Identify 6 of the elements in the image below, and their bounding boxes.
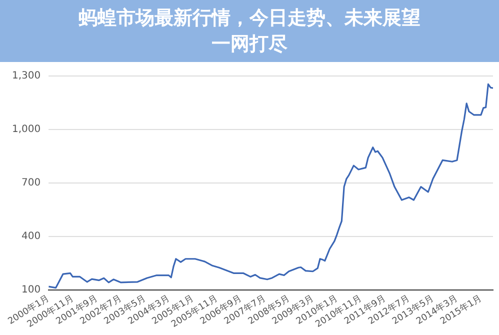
chart-title: 蚂蝗市场最新行情，今日走势、未来展望一网打尽 [0,0,499,62]
y-tick-label: 400 [22,231,41,242]
y-tick-label: 1,300 [12,70,41,82]
y-tick-label: 100 [22,284,41,296]
y-tick-label: 700 [22,178,41,189]
y-tick-label: 1,000 [12,124,41,136]
